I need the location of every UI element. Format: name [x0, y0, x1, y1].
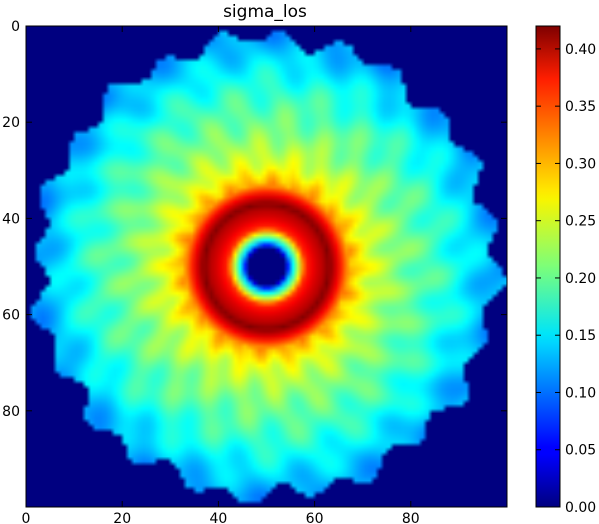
y-axis: 0 20 40 60 80: [2, 19, 507, 420]
plot-frame: [25, 25, 508, 508]
colorbar: [535, 25, 561, 508]
x-tick-label: 60: [306, 511, 324, 524]
y-tick-label: 40: [2, 211, 20, 227]
colorbar-tick-label: 0.35: [565, 99, 596, 115]
colorbar-tick-label: 0.15: [565, 328, 596, 344]
y-tick-label: 20: [2, 115, 20, 131]
colorbar-tick-label: 0.10: [565, 385, 596, 401]
colorbar-tick-label: 0.30: [565, 156, 596, 172]
colorbar-tick-label: 0.40: [565, 42, 596, 58]
chart-title: sigma_los: [223, 2, 307, 22]
x-tick-label: 80: [402, 511, 420, 524]
colorbar-tick-label: 0.00: [565, 500, 596, 516]
x-tick-label: 40: [209, 511, 227, 524]
x-tick-label: 0: [22, 511, 31, 524]
y-tick-label: 80: [2, 404, 20, 420]
colorbar-tick-label: 0.20: [565, 271, 596, 287]
y-tick-label: 60: [2, 308, 20, 324]
y-tick-label: 0: [11, 19, 20, 35]
x-tick-label: 20: [113, 511, 131, 524]
heatmap-image: [26, 26, 507, 507]
colorbar-axis: 0.00 0.05 0.10 0.15 0.20 0.25 0.30 0.35 0.40: [536, 42, 596, 516]
colorbar-tick-label: 0.25: [565, 214, 596, 230]
x-axis: 0 20 40 60 80: [22, 26, 420, 524]
heatmap: [26, 26, 507, 507]
colorbar-tick-label: 0.05: [565, 443, 596, 459]
